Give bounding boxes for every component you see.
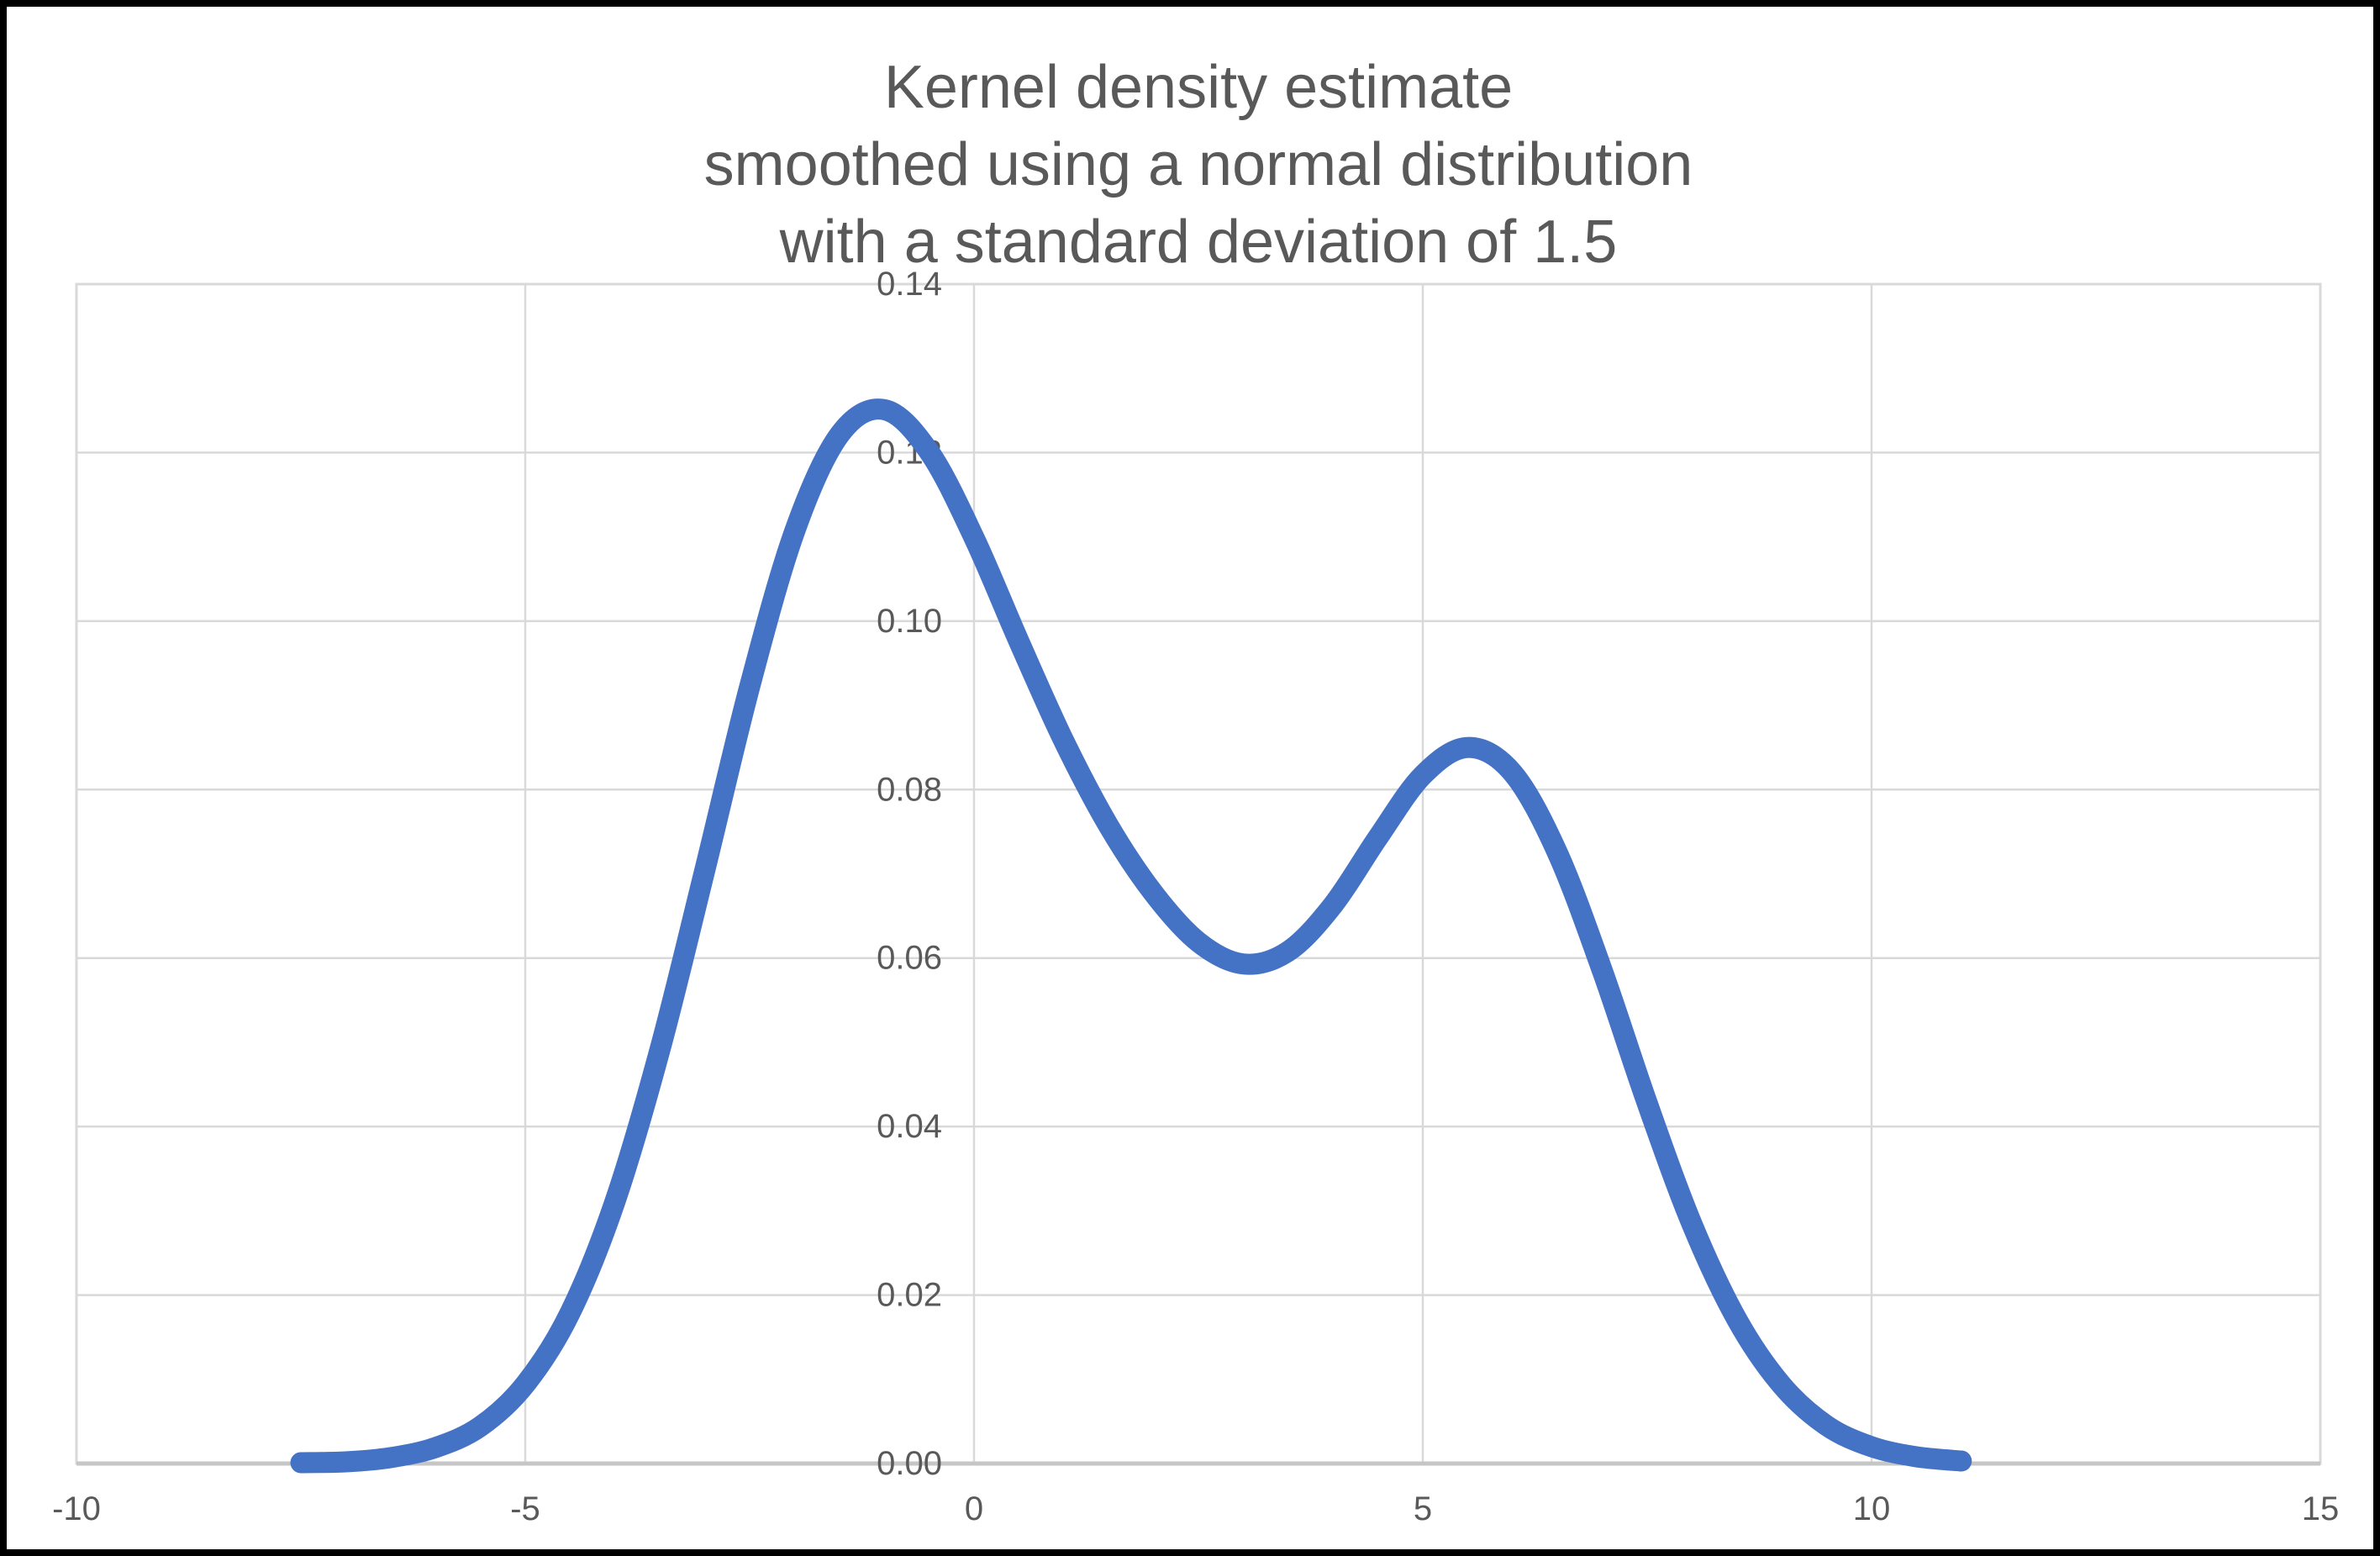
x-tick-label-10: 10: [1853, 1490, 1891, 1527]
x-tick-label-5: 5: [1414, 1490, 1432, 1527]
y-tick-label-0.02: 0.02: [877, 1277, 942, 1314]
kde-chart: 0.000.020.040.060.080.100.120.14-10 -5 0 5 1…: [52, 266, 2340, 1527]
x-tick-label-15: 15: [2302, 1490, 2340, 1527]
chart-title: Kernel density estimate smoothed using a…: [704, 49, 1693, 281]
x-tick-label--5: -5: [510, 1490, 540, 1527]
chart-title-line-3: with a standard deviation of 1.5: [779, 208, 1618, 276]
chart-title-line-1: Kernel density estimate: [883, 54, 1514, 121]
plot-area-border: [75, 282, 2322, 1465]
y-tick-label-0.04: 0.04: [877, 1108, 942, 1145]
y-tick-label-0.06: 0.06: [877, 940, 942, 977]
chart-title-line-2: smoothed using a normal distribution: [703, 131, 1693, 198]
kde-curve: [290, 398, 1972, 1474]
x-tick-label-0: 0: [965, 1490, 983, 1527]
y-tick-label-0.14: 0.14: [877, 266, 942, 303]
y-tick-label-0.08: 0.08: [877, 771, 942, 808]
x-tick-label--10: -10: [52, 1490, 101, 1527]
y-tick-label-0.00: 0.00: [877, 1445, 942, 1482]
y-tick-label-0.10: 0.10: [877, 603, 942, 640]
